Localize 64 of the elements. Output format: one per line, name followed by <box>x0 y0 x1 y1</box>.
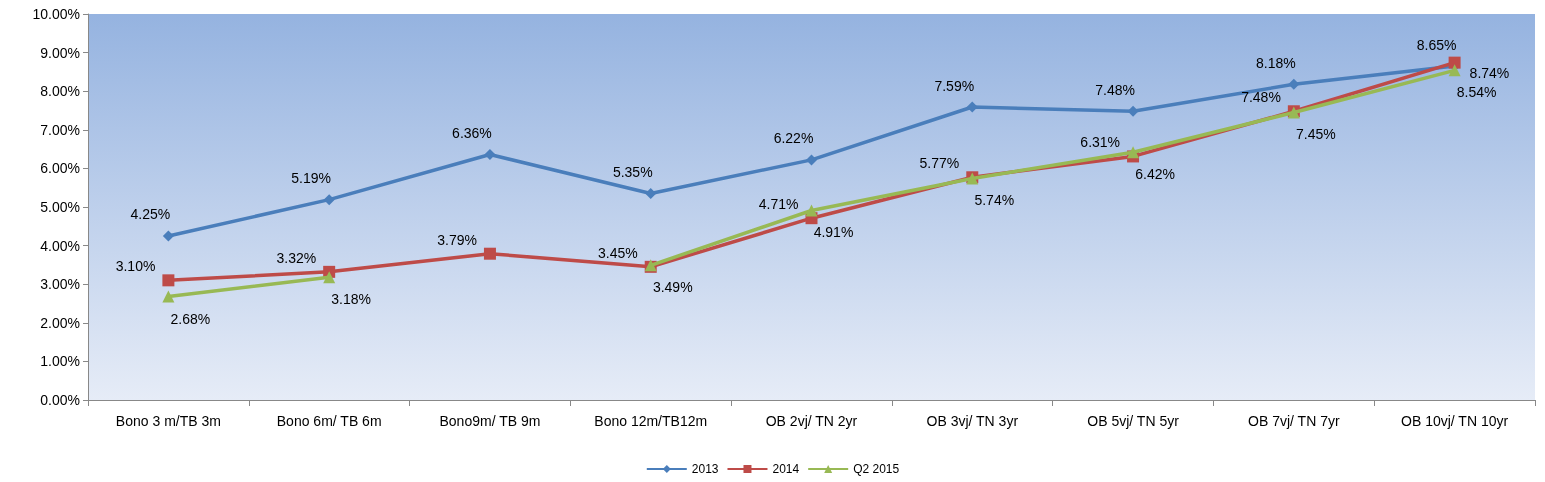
point <box>645 187 657 199</box>
data-label: 7.48% <box>1241 89 1281 106</box>
data-label: 5.19% <box>291 170 332 187</box>
data-label: 8.54% <box>1456 84 1497 101</box>
y-tick-label: 4.00% <box>40 237 80 254</box>
legend-label: 2013 <box>691 462 719 476</box>
data-label: 7.59% <box>934 77 975 94</box>
x-tick-label: OB 3vj/ TN 3yr <box>926 413 1019 429</box>
data-label: 4.25% <box>130 206 171 223</box>
point <box>323 194 335 206</box>
data-label: 3.18% <box>331 291 372 308</box>
data-label: 8.18% <box>1255 54 1296 71</box>
data-label: 6.31% <box>1080 134 1121 151</box>
data-label: 3.10% <box>115 258 156 275</box>
y-tick-label: 2.00% <box>40 314 80 331</box>
legend-label: Q2 2015 <box>853 462 900 476</box>
point <box>483 247 496 260</box>
y-tick-label: 7.00% <box>40 121 80 138</box>
point <box>162 274 175 287</box>
data-label: 7.45% <box>1295 126 1336 143</box>
y-tick-label: 3.00% <box>40 276 80 293</box>
y-tick-label: 9.00% <box>40 44 80 61</box>
data-label: 8.74% <box>1469 64 1510 81</box>
point <box>162 290 175 303</box>
point <box>1448 56 1461 69</box>
data-label: 3.49% <box>652 279 693 296</box>
data-label: 4.71% <box>758 196 799 213</box>
data-label: 6.36% <box>452 125 492 141</box>
y-tick-label: 10.00% <box>32 6 80 22</box>
x-tick-label: Bono 3 m/TB 3m <box>115 413 221 429</box>
x-tick-label: OB 10vj/ TN 10yr <box>1401 413 1509 429</box>
point <box>162 230 174 242</box>
x-tick-label: Bono9m/ TB 9m <box>439 413 541 429</box>
y-tick-label: 5.00% <box>40 199 80 215</box>
data-label: 4.91% <box>813 224 854 241</box>
data-label: 6.42% <box>1135 166 1175 183</box>
y-tick-label: 1.00% <box>40 353 80 370</box>
x-tick-label: Bono 6m/ TB 6m <box>276 413 382 429</box>
data-label: 5.74% <box>974 192 1015 209</box>
point <box>1127 146 1140 159</box>
x-tick-label: Bono 12m/TB12m <box>594 413 708 429</box>
data-label: 6.22% <box>773 130 814 147</box>
data-label: 5.77% <box>919 155 960 172</box>
y-tick-label: 0.00% <box>40 392 80 408</box>
point <box>805 204 818 217</box>
x-tick-label: OB 5vj/ TN 5yr <box>1087 413 1180 429</box>
y-tick-label: 6.00% <box>40 160 80 177</box>
data-label: 2.68% <box>170 310 211 327</box>
data-label: 3.79% <box>437 231 477 248</box>
data-label: 7.48% <box>1095 81 1135 98</box>
data-label: 3.45% <box>598 244 638 261</box>
legend-label: 2014 <box>772 462 800 476</box>
data-label: 5.35% <box>612 163 653 180</box>
point <box>323 271 336 284</box>
point <box>484 149 496 160</box>
point <box>806 154 817 166</box>
data-label: 8.65% <box>1416 36 1457 53</box>
point <box>1448 64 1461 77</box>
data-label: 3.32% <box>276 249 317 266</box>
point <box>1288 78 1300 90</box>
x-tick-label: OB 7vj/ TN 7yr <box>1248 413 1340 429</box>
point <box>966 101 978 113</box>
x-tick-label: OB 2vj/ TN 2yr <box>765 413 858 429</box>
y-tick-label: 8.00% <box>40 83 80 100</box>
